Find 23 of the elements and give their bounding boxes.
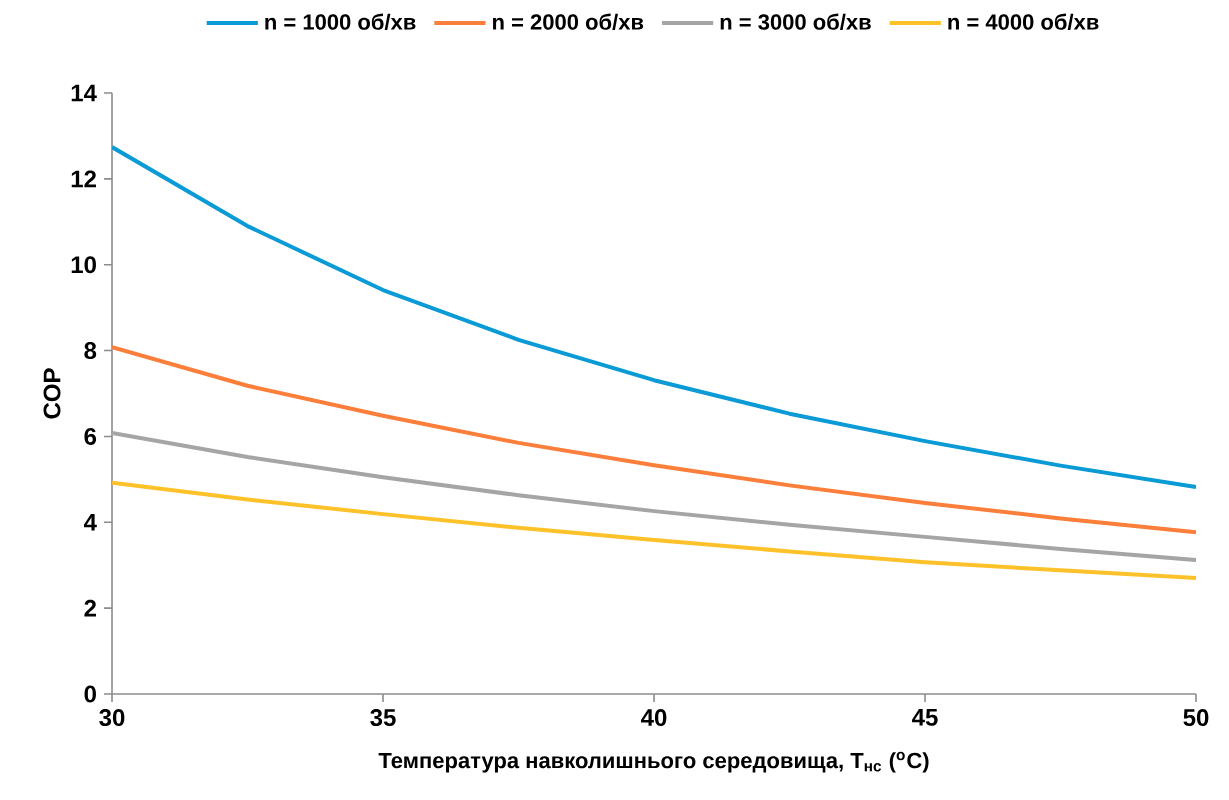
y-tick-label: 2 <box>84 599 96 617</box>
legend-label: n = 4000 об/хв <box>948 13 1099 31</box>
line-series <box>112 145 1197 490</box>
legend-label: n = 1000 об/хв <box>265 13 416 31</box>
y-tick-label: 8 <box>84 342 97 360</box>
y-tick-label: 14 <box>71 84 97 102</box>
x-tick-label: 40 <box>641 709 667 727</box>
x-tick-label: 45 <box>912 709 938 726</box>
x-axis-title: Температура навколишнього середовища, T$_{нс}$ ($^{o}$C) <box>378 751 929 773</box>
y-tick-label: 0 <box>84 685 96 703</box>
y-tick-label: 6 <box>84 427 97 445</box>
line-series <box>112 480 1197 581</box>
y-tick-label: 4 <box>83 514 97 531</box>
x-tick-label: 30 <box>99 709 125 727</box>
line-series <box>112 431 1197 563</box>
legend-label: n = 3000 об/хв <box>720 13 871 31</box>
y-tick-label: 12 <box>71 170 96 188</box>
x-tick-label: 35 <box>370 709 396 727</box>
y-axis-title: COP <box>43 368 61 419</box>
x-tick-label: 50 <box>1183 709 1209 727</box>
y-tick-label: 10 <box>71 256 96 274</box>
legend-label: n = 2000 об/хв <box>492 13 644 31</box>
line-series <box>112 345 1197 535</box>
